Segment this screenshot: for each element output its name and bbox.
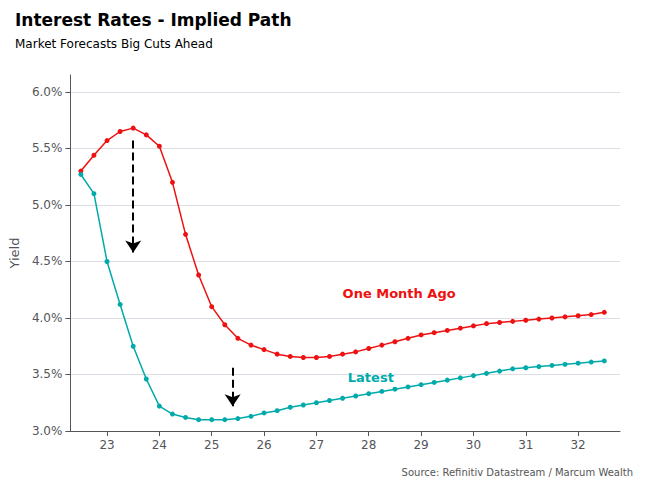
svg-text:26: 26	[256, 438, 271, 452]
svg-text:Yield: Yield	[7, 238, 22, 270]
svg-text:Latest: Latest	[348, 370, 394, 385]
svg-text:23: 23	[99, 438, 114, 452]
svg-text:Source: Refinitiv Datastream /: Source: Refinitiv Datastream / Marcum We…	[402, 467, 633, 478]
svg-text:6.0%: 6.0%	[32, 85, 63, 99]
svg-text:5.0%: 5.0%	[32, 198, 63, 212]
svg-text:3.0%: 3.0%	[32, 424, 63, 438]
svg-text:27: 27	[309, 438, 324, 452]
svg-text:28: 28	[361, 438, 376, 452]
svg-text:24: 24	[152, 438, 167, 452]
svg-text:4.5%: 4.5%	[32, 254, 63, 268]
svg-text:32: 32	[570, 438, 585, 452]
svg-text:5.5%: 5.5%	[32, 141, 63, 155]
svg-text:30: 30	[466, 438, 481, 452]
svg-text:3.5%: 3.5%	[32, 367, 63, 381]
svg-text:Market Forecasts Big Cuts Ahea: Market Forecasts Big Cuts Ahead	[15, 37, 213, 51]
svg-text:4.0%: 4.0%	[32, 311, 63, 325]
svg-text:One Month Ago: One Month Ago	[343, 286, 456, 301]
svg-text:25: 25	[204, 438, 219, 452]
svg-text:Interest Rates - Implied Path: Interest Rates - Implied Path	[15, 10, 292, 30]
svg-text:29: 29	[413, 438, 428, 452]
svg-text:31: 31	[518, 438, 533, 452]
